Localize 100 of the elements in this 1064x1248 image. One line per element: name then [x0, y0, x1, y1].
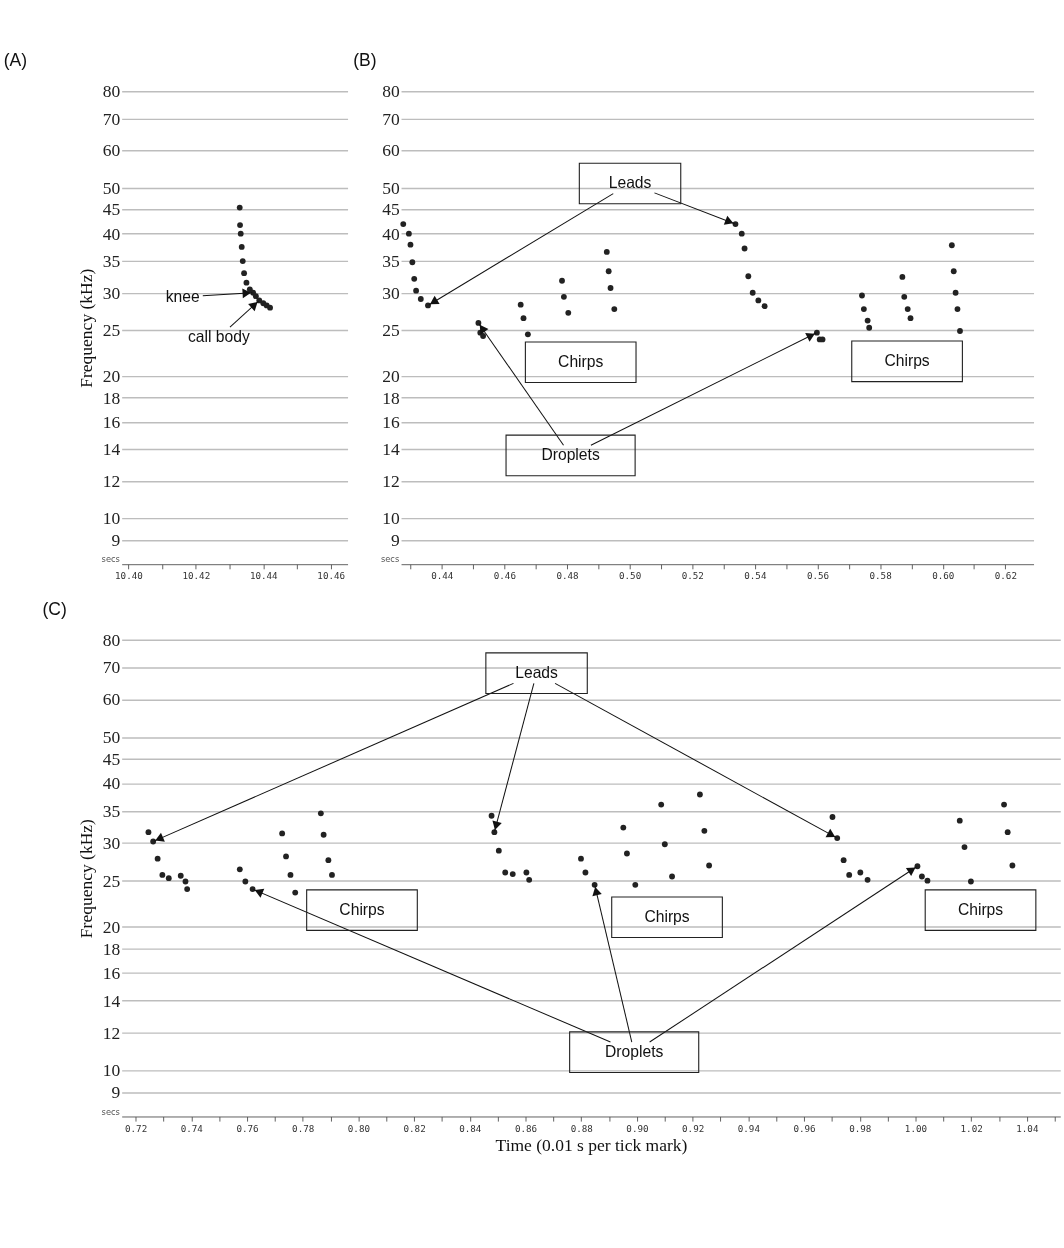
y-tick-label: 80: [382, 81, 400, 102]
y-tick-label: 12: [382, 470, 400, 491]
y-tick-label: 60: [102, 689, 121, 710]
point: [287, 872, 294, 878]
y-tick-label: 18: [382, 387, 400, 408]
point: [165, 875, 172, 882]
x-tick-label: 1.02: [960, 1122, 983, 1134]
annotation: Leads: [515, 663, 559, 681]
point: [517, 301, 524, 308]
point: [237, 222, 243, 228]
y-tick-label: 45: [102, 199, 121, 220]
point: [954, 306, 961, 313]
y-tick-label: 50: [102, 177, 121, 198]
annotation: Chirps: [558, 352, 604, 370]
point: [411, 275, 418, 282]
y-axis-title: Frequency (kHz): [75, 818, 96, 939]
point: [1009, 862, 1016, 869]
x-axis-title: Time (0.01 s per tick mark): [495, 1135, 688, 1156]
point: [956, 817, 963, 824]
point: [239, 258, 246, 264]
point: [252, 293, 259, 300]
x-tick-label: 0.82: [403, 1122, 426, 1134]
x-tick-label: 1.04: [1016, 1122, 1039, 1134]
point: [495, 847, 502, 854]
y-tick-label: 35: [102, 251, 121, 272]
point: [605, 268, 612, 275]
y-tick-label: 35: [102, 800, 121, 821]
point: [857, 869, 864, 876]
annotation: Leads: [608, 174, 652, 192]
y-tick-label: 18: [102, 938, 121, 959]
point: [236, 204, 243, 211]
text: secs: [101, 1106, 120, 1117]
point: [279, 830, 286, 837]
y-tick-label: 40: [382, 223, 400, 244]
point: [846, 872, 853, 878]
y-tick-label: 14: [382, 439, 400, 460]
point: [559, 277, 565, 284]
annotation: Chirps: [884, 351, 930, 369]
annotation: Chirps: [957, 900, 1004, 918]
x-tick-label: 0.86: [514, 1122, 538, 1134]
x-tick-label: 10.42: [182, 570, 211, 582]
point: [924, 877, 931, 884]
y-tick-label: 9: [111, 1082, 121, 1103]
point: [241, 270, 248, 277]
x-tick-label: 0.50: [619, 570, 642, 582]
text: secs: [101, 554, 120, 565]
point: [745, 273, 752, 280]
point: [899, 274, 906, 280]
point: [407, 241, 414, 248]
point: [1004, 829, 1011, 836]
point: [267, 304, 273, 311]
point: [864, 317, 871, 324]
point: [749, 289, 756, 296]
y-tick-label: 20: [102, 366, 121, 387]
point: [480, 333, 487, 339]
x-tick-label: 0.44: [431, 570, 454, 582]
y-tick-label: 9: [111, 530, 121, 551]
y-tick-label: 70: [382, 108, 400, 129]
point: [967, 878, 974, 885]
y-tick-label: 10: [382, 508, 400, 529]
point: [242, 878, 249, 885]
y-tick-label: 12: [102, 1022, 121, 1043]
point: [907, 315, 914, 322]
y-axis-title: Frequency (kHz): [75, 268, 96, 388]
y-tick-label: 30: [382, 282, 400, 303]
point: [488, 812, 495, 819]
x-tick-label: 0.94: [737, 1122, 761, 1134]
y-tick-label: 80: [102, 629, 121, 650]
point: [948, 242, 955, 249]
point: [582, 869, 589, 876]
y-tick-label: 30: [102, 282, 121, 303]
y-tick-label: 40: [102, 223, 121, 244]
x-tick-label: 0.98: [849, 1122, 872, 1134]
point: [864, 876, 871, 883]
y-tick-label: 50: [102, 727, 121, 748]
point: [603, 248, 610, 255]
point: [502, 869, 509, 876]
y-tick-label: 45: [102, 748, 121, 769]
point: [834, 835, 841, 842]
x-tick-label: 0.74: [180, 1122, 204, 1134]
point: [661, 841, 668, 848]
annotation: Droplets: [541, 446, 600, 464]
x-tick-label: 0.90: [626, 1122, 649, 1134]
point: [523, 869, 530, 876]
x-tick-label: 0.56: [806, 570, 830, 582]
point: [283, 853, 289, 860]
y-tick-label: 60: [382, 140, 400, 161]
x-tick-label: 0.60: [932, 570, 955, 582]
point: [325, 857, 332, 864]
point: [859, 292, 865, 299]
point: [755, 297, 762, 304]
point: [706, 862, 713, 869]
point: [184, 886, 191, 892]
y-tick-label: 70: [102, 657, 121, 678]
point: [669, 873, 675, 880]
point: [952, 289, 959, 296]
point: [400, 221, 407, 228]
point: [182, 878, 189, 885]
y-tick-label: 16: [382, 411, 400, 432]
y-tick-label: 80: [102, 81, 121, 102]
